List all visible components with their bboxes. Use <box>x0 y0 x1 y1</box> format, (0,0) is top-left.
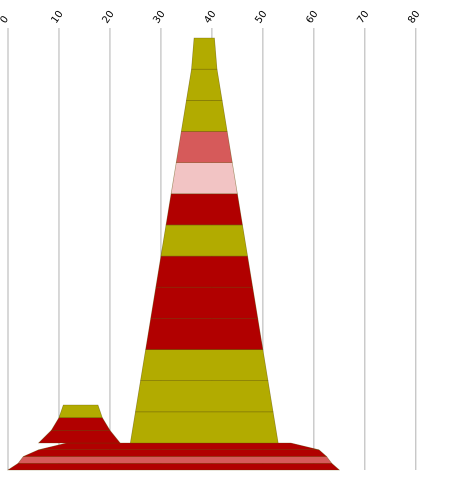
stack-3-band-10 <box>175 131 233 163</box>
stack-3-band-5 <box>150 286 259 319</box>
x-tick-label: 0 <box>0 14 11 26</box>
stack-3-band-7 <box>160 224 248 257</box>
stack-3-band-11 <box>180 100 228 132</box>
x-tick-label: 80 <box>406 9 422 26</box>
x-tick-label: 70 <box>355 9 371 26</box>
x-tick-label: 20 <box>100 9 116 26</box>
stack-3-band-12 <box>186 68 223 101</box>
x-tick-label: 40 <box>202 9 218 26</box>
stack-1-band-1 <box>7 462 341 471</box>
stack-3-band-1 <box>129 411 279 444</box>
stack-1-band-2 <box>17 456 333 464</box>
stack-2-band-1 <box>37 430 121 444</box>
x-tick-label: 10 <box>49 9 65 26</box>
band-layer <box>7 37 341 471</box>
stack-1-band-3 <box>23 449 328 457</box>
stack-3-band-8 <box>165 193 243 226</box>
stack-3-band-4 <box>145 318 264 350</box>
stack-3-band-13 <box>191 37 218 70</box>
x-tick-label: 60 <box>304 9 320 26</box>
x-tick-label: 30 <box>151 9 167 26</box>
stack-1-band-4 <box>38 442 320 451</box>
stack-3-band-6 <box>155 255 254 288</box>
stack-3-band-2 <box>135 380 274 413</box>
stack-3-band-3 <box>140 349 269 381</box>
tick-layer: 0 10 20 30 40 50 60 70 80 <box>0 9 423 26</box>
stack-2-band-3 <box>58 404 103 418</box>
stack-3-band-9 <box>170 162 238 195</box>
x-tick-label: 50 <box>253 9 269 26</box>
stack-2-band-2 <box>50 417 111 431</box>
